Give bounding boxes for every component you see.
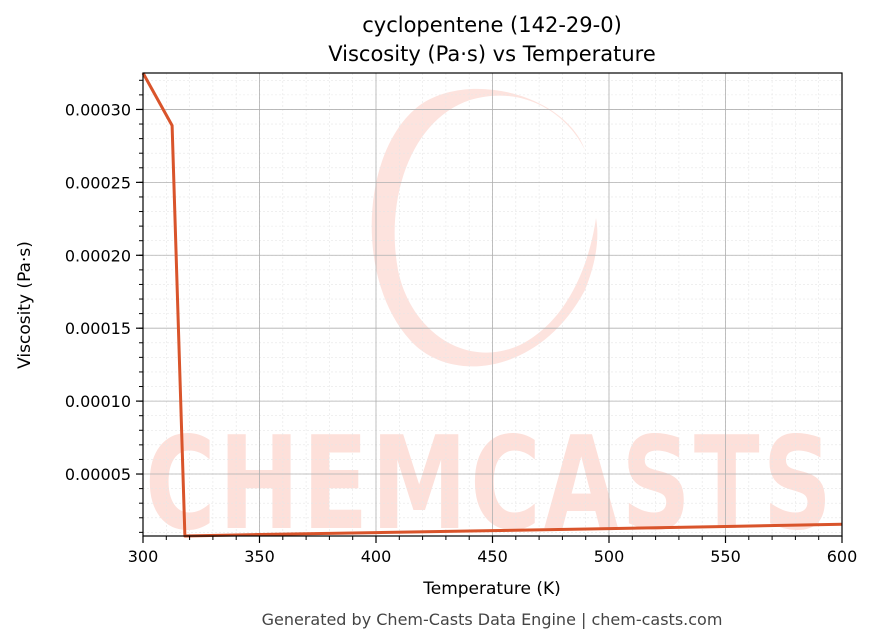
chart-title: cyclopentene (142-29-0) (362, 13, 622, 37)
x-axis-ticks: 300 350 400 450 500 550 600 (128, 536, 858, 566)
series-line (141, 72, 843, 538)
x-tick-label: 300 (128, 547, 159, 566)
x-tick-label: 400 (361, 547, 392, 566)
watermark-text: CHEMCASTS (145, 410, 835, 559)
x-tick-label: 450 (477, 547, 508, 566)
y-axis-label: Viscosity (Pa·s) (15, 241, 35, 369)
watermark-swirl (371, 88, 598, 367)
x-tick-label: 550 (710, 547, 741, 566)
x-tick-label: 350 (244, 547, 275, 566)
y-tick-label: 0.00010 (65, 392, 131, 411)
y-tick-label: 0.00030 (65, 100, 131, 119)
y-axis-ticks: 0.00005 0.00010 0.00015 0.00020 0.00025 0.000… (65, 79, 143, 533)
x-tick-label: 600 (827, 547, 858, 566)
x-tick-label: 500 (594, 547, 625, 566)
y-tick-label: 0.00025 (65, 173, 131, 192)
x-axis-label: Temperature (K) (422, 579, 561, 599)
y-tick-label: 0.00020 (65, 246, 131, 265)
footer-credit: Generated by Chem-Casts Data Engine | ch… (262, 610, 723, 629)
chart-subtitle: Viscosity (Pa·s) vs Temperature (328, 42, 656, 66)
y-tick-label: 0.00005 (65, 465, 131, 484)
y-tick-label: 0.00015 (65, 319, 131, 338)
